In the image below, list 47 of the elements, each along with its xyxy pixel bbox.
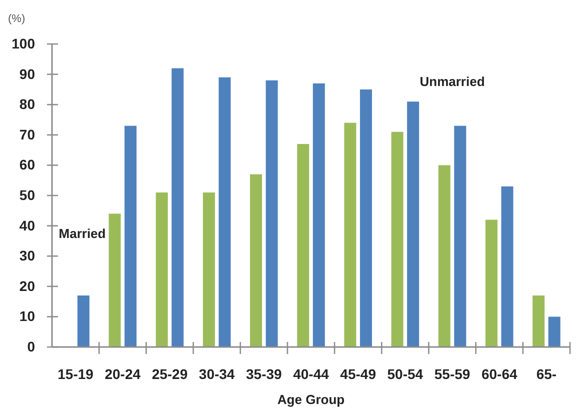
y-tick-label: 0 [27,338,36,354]
bar [485,220,498,347]
x-tick-label: 65- [536,366,557,382]
x-tick-label: 55-59 [434,366,470,382]
bar [501,186,514,347]
x-tick-label: 30-34 [198,366,235,382]
bar [391,132,404,347]
bar [202,192,215,347]
x-tick-label: 45-49 [340,366,376,382]
x-tick-label: 50-54 [387,366,424,382]
bar [250,174,262,347]
x-tick-label: 35-39 [246,366,282,382]
bar [156,192,168,347]
x-tick-label: 40-44 [293,366,330,382]
bar [218,77,231,347]
bar [172,68,184,347]
y-tick-label: 70 [19,126,36,142]
bar [532,295,545,347]
x-axis-title: Age Group [277,392,345,407]
x-tick-label: 60-64 [481,366,518,382]
y-tick-label: 90 [19,66,36,82]
x-tick-label: 25-29 [152,366,188,382]
y-tick-label: 80 [19,96,36,112]
bar [360,89,372,347]
bar [548,316,560,347]
bar [266,80,278,347]
y-tick-label: 40 [19,217,36,234]
series-label: Married [58,226,106,241]
y-axis-title: (%) [8,13,26,25]
y-tick-label: 10 [19,308,36,324]
bar [108,214,121,347]
y-tick-label: 50 [19,186,36,203]
bar [124,126,137,347]
bar [344,122,356,347]
series-label: Unmarried [420,74,485,89]
bar [297,144,310,347]
bar [438,165,450,347]
y-tick-label: 30 [19,248,36,264]
bar [77,295,90,347]
y-tick-label: 60 [19,156,36,173]
y-tick-label: 100 [12,35,36,52]
bar [454,126,466,347]
bar [312,83,325,347]
bar [407,102,420,347]
x-tick-label: 20-24 [104,366,141,382]
x-tick-label: 15-19 [58,366,94,382]
y-tick-label: 20 [19,278,36,294]
